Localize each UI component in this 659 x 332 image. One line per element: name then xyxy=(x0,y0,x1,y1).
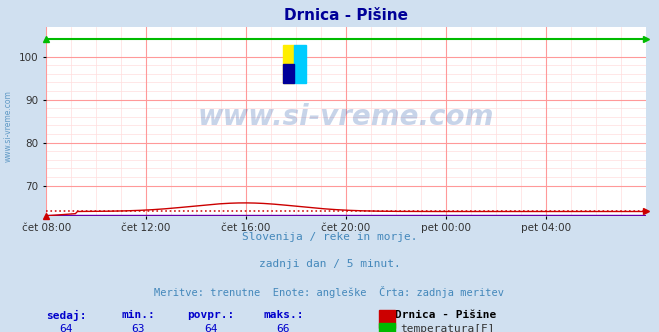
Text: 66: 66 xyxy=(277,324,290,332)
Bar xyxy=(295,45,306,83)
Text: temperatura[F]: temperatura[F] xyxy=(400,324,494,332)
Text: 64: 64 xyxy=(59,324,72,332)
Text: maks.:: maks.: xyxy=(263,310,304,320)
Text: 64: 64 xyxy=(204,324,217,332)
Text: Drnica - Pišine: Drnica - Pišine xyxy=(395,310,497,320)
Text: www.si-vreme.com: www.si-vreme.com xyxy=(3,90,13,162)
Text: Meritve: trenutne  Enote: angleške  Črta: zadnja meritev: Meritve: trenutne Enote: angleške Črta: … xyxy=(154,286,505,297)
Title: Drnica - Pišine: Drnica - Pišine xyxy=(284,8,408,23)
Text: 63: 63 xyxy=(132,324,145,332)
Text: zadnji dan / 5 minut.: zadnji dan / 5 minut. xyxy=(258,259,401,269)
Bar xyxy=(283,64,295,83)
Bar xyxy=(283,45,295,83)
Text: povpr.:: povpr.: xyxy=(187,310,235,320)
Text: www.si-vreme.com: www.si-vreme.com xyxy=(198,103,494,131)
Text: Slovenija / reke in morje.: Slovenija / reke in morje. xyxy=(242,232,417,242)
Text: min.:: min.: xyxy=(121,310,156,320)
Text: sedaj:: sedaj: xyxy=(45,310,86,321)
